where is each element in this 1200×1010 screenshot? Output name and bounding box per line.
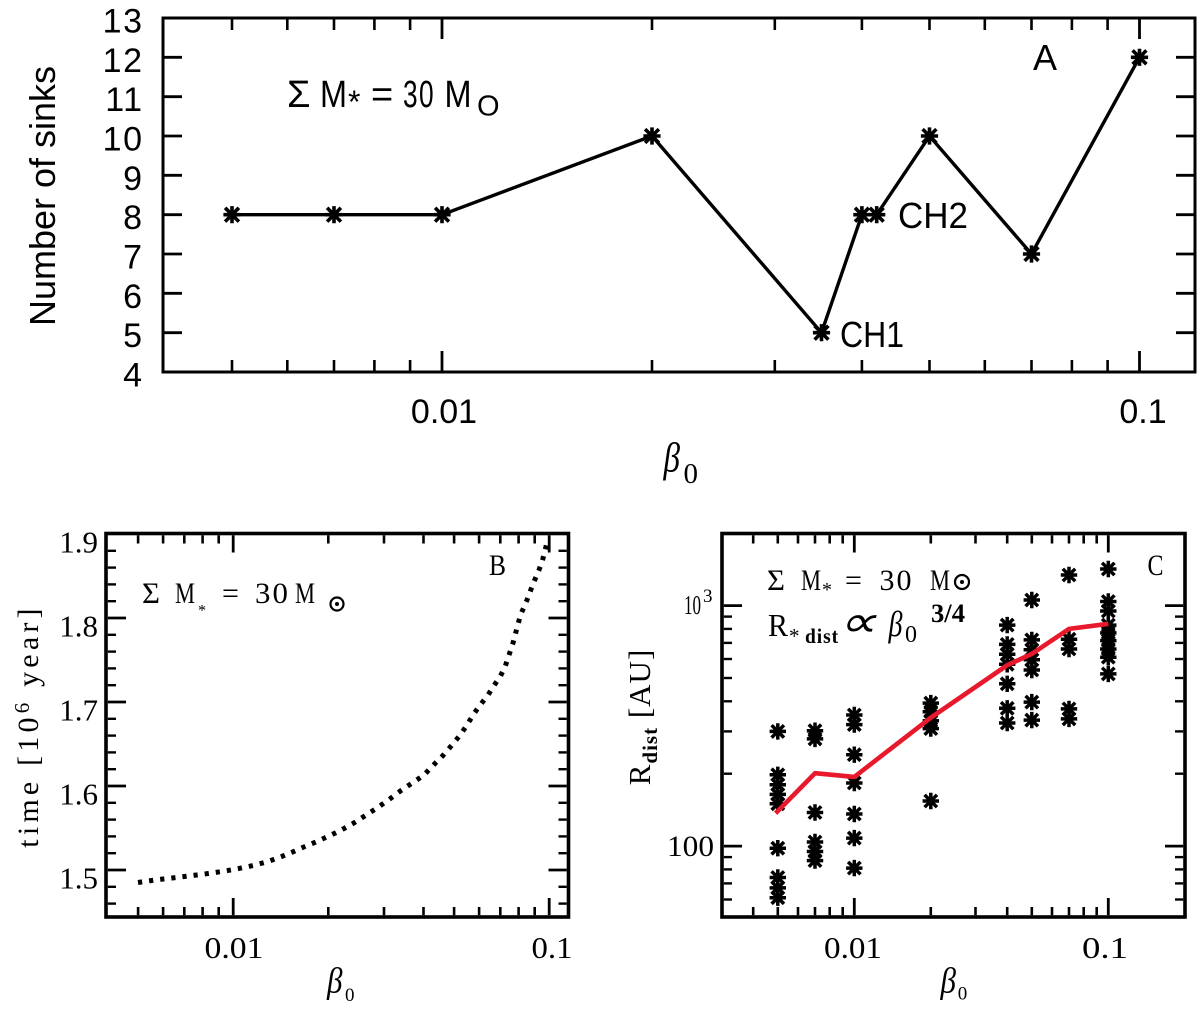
svg-text:B: B [489,549,506,582]
svg-text:0: 0 [958,984,968,1005]
svg-text:*: * [789,624,800,648]
svg-text:Σ: Σ [287,74,311,116]
svg-text:M: M [930,564,950,597]
svg-text:10: 10 [684,590,701,620]
svg-text:*: * [348,84,360,120]
svg-text:=: = [222,577,239,610]
svg-text:Σ: Σ [142,577,160,610]
svg-text:O: O [477,91,500,123]
svg-text:0.01: 0.01 [205,930,264,965]
svg-text:11: 11 [105,81,143,119]
svg-text:30: 30 [255,577,290,610]
svg-text:CH2: CH2 [898,195,968,236]
svg-text:0: 0 [345,985,355,1005]
svg-text:1.5: 1.5 [59,861,98,896]
svg-text:β: β [326,961,342,1001]
svg-text:=: = [371,74,393,116]
svg-text:0.01: 0.01 [824,930,882,965]
svg-text:4: 4 [123,357,143,395]
svg-text:M: M [801,564,821,597]
svg-text:100: 100 [667,830,714,863]
svg-text:=: = [845,564,862,597]
svg-text:CH1: CH1 [840,314,904,355]
svg-text:M: M [295,577,315,610]
svg-text:13: 13 [103,3,144,41]
svg-text:3/4: 3/4 [931,599,965,628]
svg-text:0.1: 0.1 [1082,930,1128,965]
svg-text:Number of sinks: Number of sinks [22,66,63,326]
svg-text:1.7: 1.7 [59,693,98,728]
svg-text:0: 0 [684,458,699,490]
svg-text:Rdist [AU]: Rdist [AU] [622,649,662,786]
svg-text:M: M [445,74,472,116]
svg-text:0.1: 0.1 [1119,393,1166,431]
svg-text:12: 12 [103,42,144,80]
svg-text:C: C [1148,549,1164,582]
svg-text:M: M [175,577,195,610]
svg-text:time [106 year]: time [106 year] [10,604,45,847]
svg-text:6: 6 [123,278,143,316]
svg-text:7: 7 [123,239,143,277]
svg-text:β: β [663,436,680,482]
svg-text:9: 9 [123,160,143,198]
svg-text:1.6: 1.6 [59,777,98,812]
svg-text:8: 8 [123,199,143,237]
svg-text:3: 3 [703,586,713,607]
svg-text:10: 10 [103,121,144,159]
svg-text:0: 0 [905,622,917,648]
svg-text:0.1: 0.1 [532,930,573,965]
svg-text:30: 30 [403,74,435,116]
svg-text:5: 5 [123,317,143,355]
svg-text:1.9: 1.9 [59,525,98,560]
svg-text:M: M [320,74,347,116]
svg-text:A: A [1033,37,1057,78]
svg-text:∝: ∝ [838,598,878,647]
svg-text:*: * [822,579,832,601]
svg-text:R: R [768,607,789,643]
svg-text:β: β [888,604,903,644]
svg-text:Σ: Σ [767,564,785,597]
svg-text:β: β [940,961,956,1001]
svg-text:1.8: 1.8 [59,609,98,644]
svg-text:30: 30 [880,564,914,597]
svg-text:0.01: 0.01 [411,393,477,431]
svg-text:dist: dist [805,624,839,648]
svg-text:*: * [198,603,206,620]
